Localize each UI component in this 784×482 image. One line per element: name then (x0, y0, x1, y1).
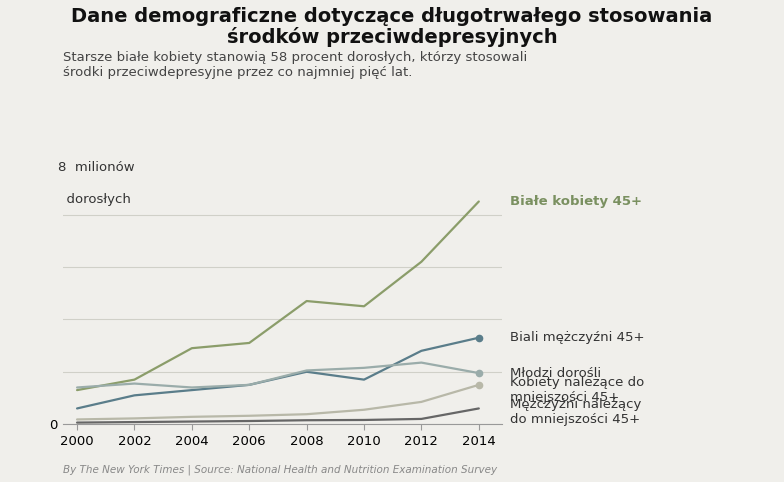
Text: Białe kobiety 45+: Białe kobiety 45+ (510, 195, 641, 208)
Text: Biali mężczyźni 45+: Biali mężczyźni 45+ (510, 331, 644, 344)
Text: By The New York Times | Source: National Health and Nutrition Examination Survey: By The New York Times | Source: National… (63, 464, 497, 475)
Text: środków przeciwdepresyjnych: środków przeciwdepresyjnych (227, 27, 557, 46)
Text: Starsze białe kobiety stanowią 58 procent dorosłych, którzy stosowali
środki prz: Starsze białe kobiety stanowią 58 procen… (63, 51, 527, 79)
Text: Młodzi dorośli: Młodzi dorośli (510, 367, 601, 380)
Text: Mężczyźni należący
do mniejszości 45+: Mężczyźni należący do mniejszości 45+ (510, 398, 641, 427)
Text: 8  milionów: 8 milionów (58, 161, 135, 174)
Text: Kobiety należące do
mniejszości 45+: Kobiety należące do mniejszości 45+ (510, 376, 644, 404)
Text: Dane demograficzne dotyczące długotrwałego stosowania: Dane demograficzne dotyczące długotrwałe… (71, 7, 713, 26)
Text: dorosłych: dorosłych (58, 193, 131, 206)
